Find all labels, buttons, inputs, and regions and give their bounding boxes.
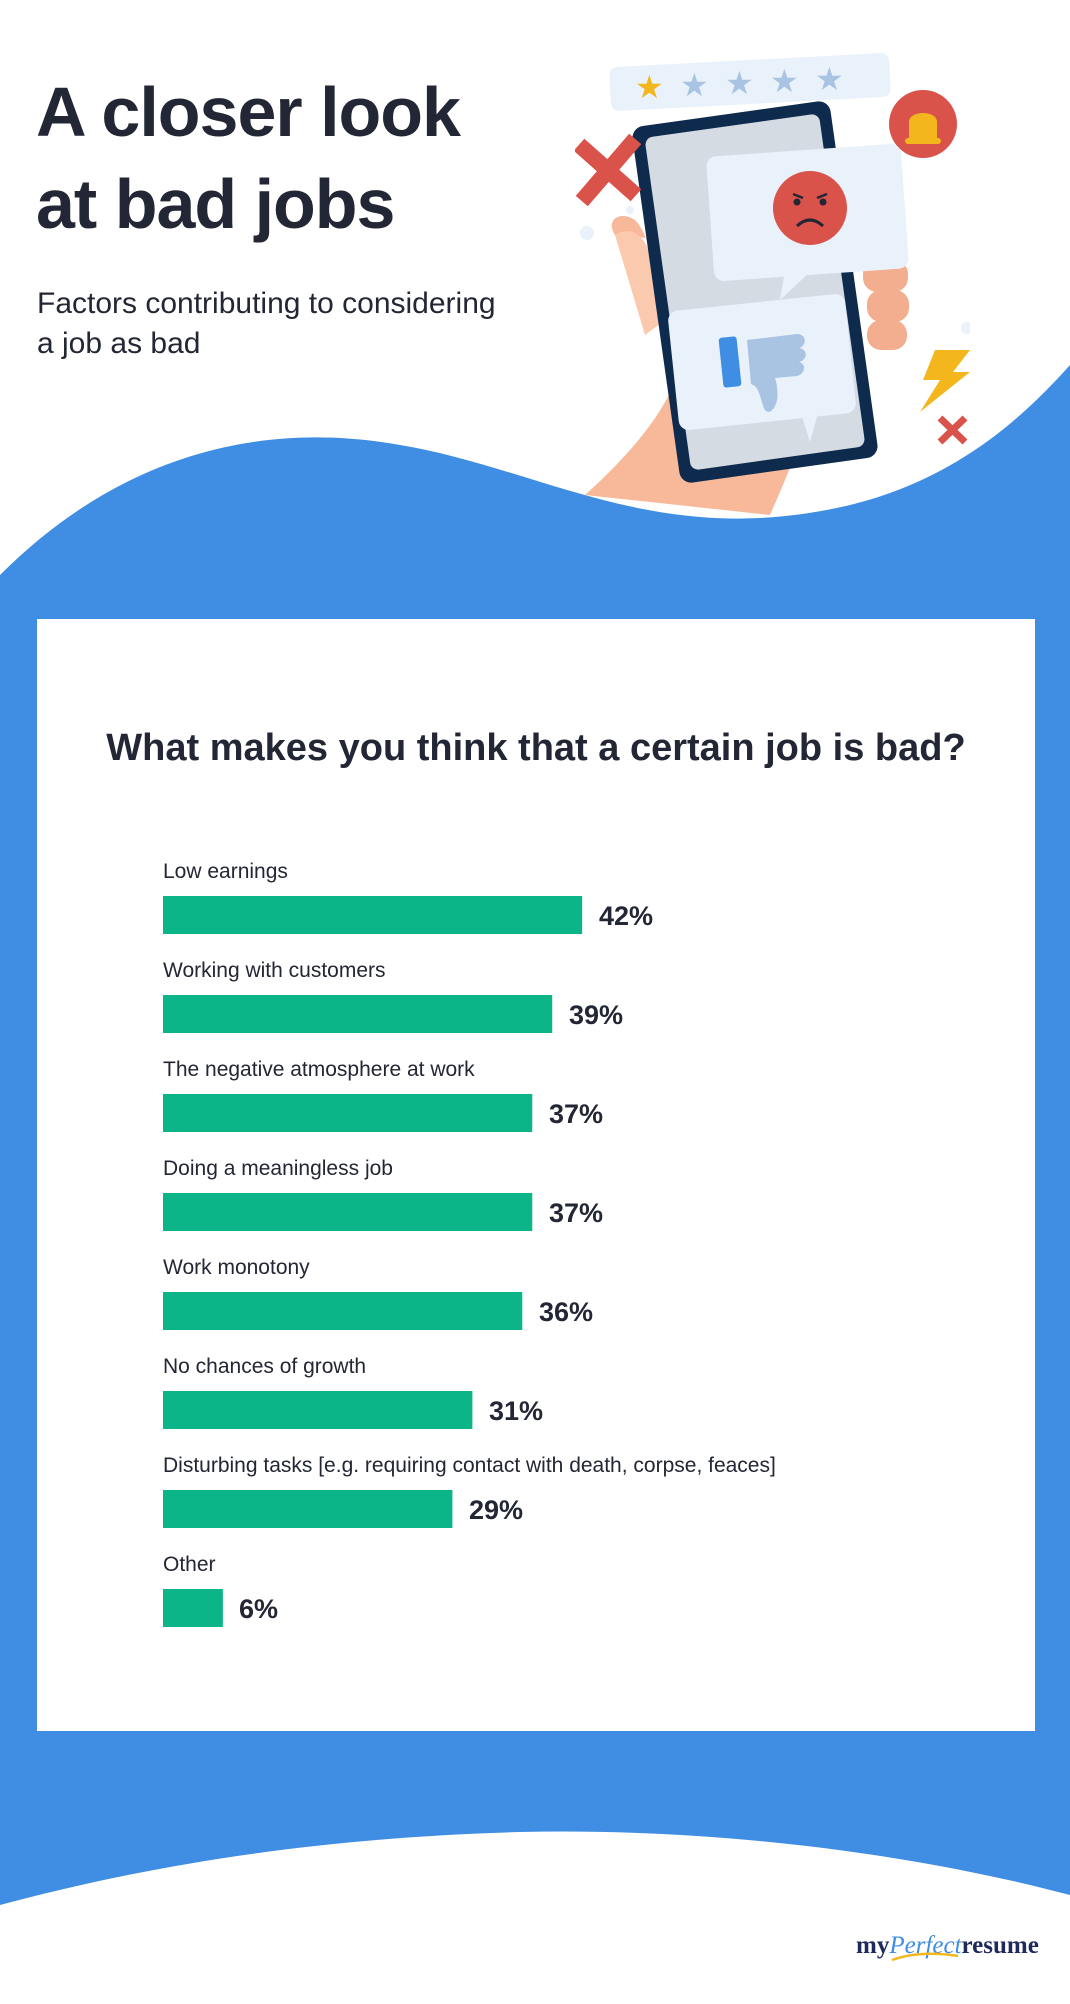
value-label: 29% (469, 1495, 523, 1525)
brand-resume: resume (961, 1932, 1039, 1959)
bar (163, 1193, 533, 1231)
category-label: The negative atmosphere at work (163, 1058, 475, 1081)
category-label: Other (163, 1553, 216, 1576)
svg-text:★: ★ (815, 60, 844, 98)
category-label: Work monotony (163, 1256, 310, 1279)
chart-card: What makes you think that a certain job … (37, 619, 1035, 1731)
angry-face-icon (706, 143, 909, 300)
value-label: 36% (539, 1297, 593, 1327)
page-title: A closer look at bad jobs (36, 66, 556, 250)
value-label: 39% (569, 1000, 623, 1030)
bar (163, 1292, 523, 1330)
title-line-1: A closer look (36, 73, 461, 151)
bar (163, 1094, 533, 1132)
bar (163, 995, 553, 1033)
svg-text:★: ★ (725, 64, 754, 102)
hand-phone-illustration: ★ ★ ★ ★ ★ (575, 53, 970, 515)
title-line-2: at bad jobs (36, 165, 395, 243)
svg-text:★: ★ (635, 68, 664, 106)
chart-title: What makes you think that a certain job … (106, 727, 966, 769)
bar (163, 1589, 223, 1627)
bar (163, 1391, 473, 1429)
x-mark-icon (575, 133, 968, 445)
category-label: Disturbing tasks [e.g. requiring contact… (163, 1454, 776, 1477)
value-label: 37% (549, 1198, 603, 1228)
subtitle-line-2: a job as bad (37, 327, 201, 360)
bell-icon (889, 90, 957, 158)
bar-chart: Low earnings 42% Working with customers 39%… (163, 860, 776, 1627)
value-label: 42% (599, 901, 653, 931)
page-subtitle: Factors contributing to considering a jo… (37, 284, 537, 364)
value-label: 6% (239, 1594, 278, 1624)
svg-text:★: ★ (680, 66, 709, 104)
star-rating-icon: ★ ★ ★ ★ ★ (609, 53, 891, 111)
category-label: Doing a meaningless job (163, 1157, 393, 1180)
brand-swoosh-icon (891, 1952, 959, 1962)
thumbs-down-icon (668, 294, 856, 442)
bar (163, 1490, 453, 1528)
value-label: 31% (489, 1396, 543, 1426)
category-label: No chances of growth (163, 1355, 366, 1378)
category-label: Working with customers (163, 959, 386, 982)
bar (163, 896, 583, 934)
value-label: 37% (549, 1099, 603, 1129)
lightning-icon (920, 350, 970, 412)
brand-my: my (856, 1932, 890, 1959)
subtitle-line-1: Factors contributing to considering (37, 287, 496, 320)
svg-text:★: ★ (770, 62, 799, 100)
category-label: Low earnings (163, 860, 288, 883)
